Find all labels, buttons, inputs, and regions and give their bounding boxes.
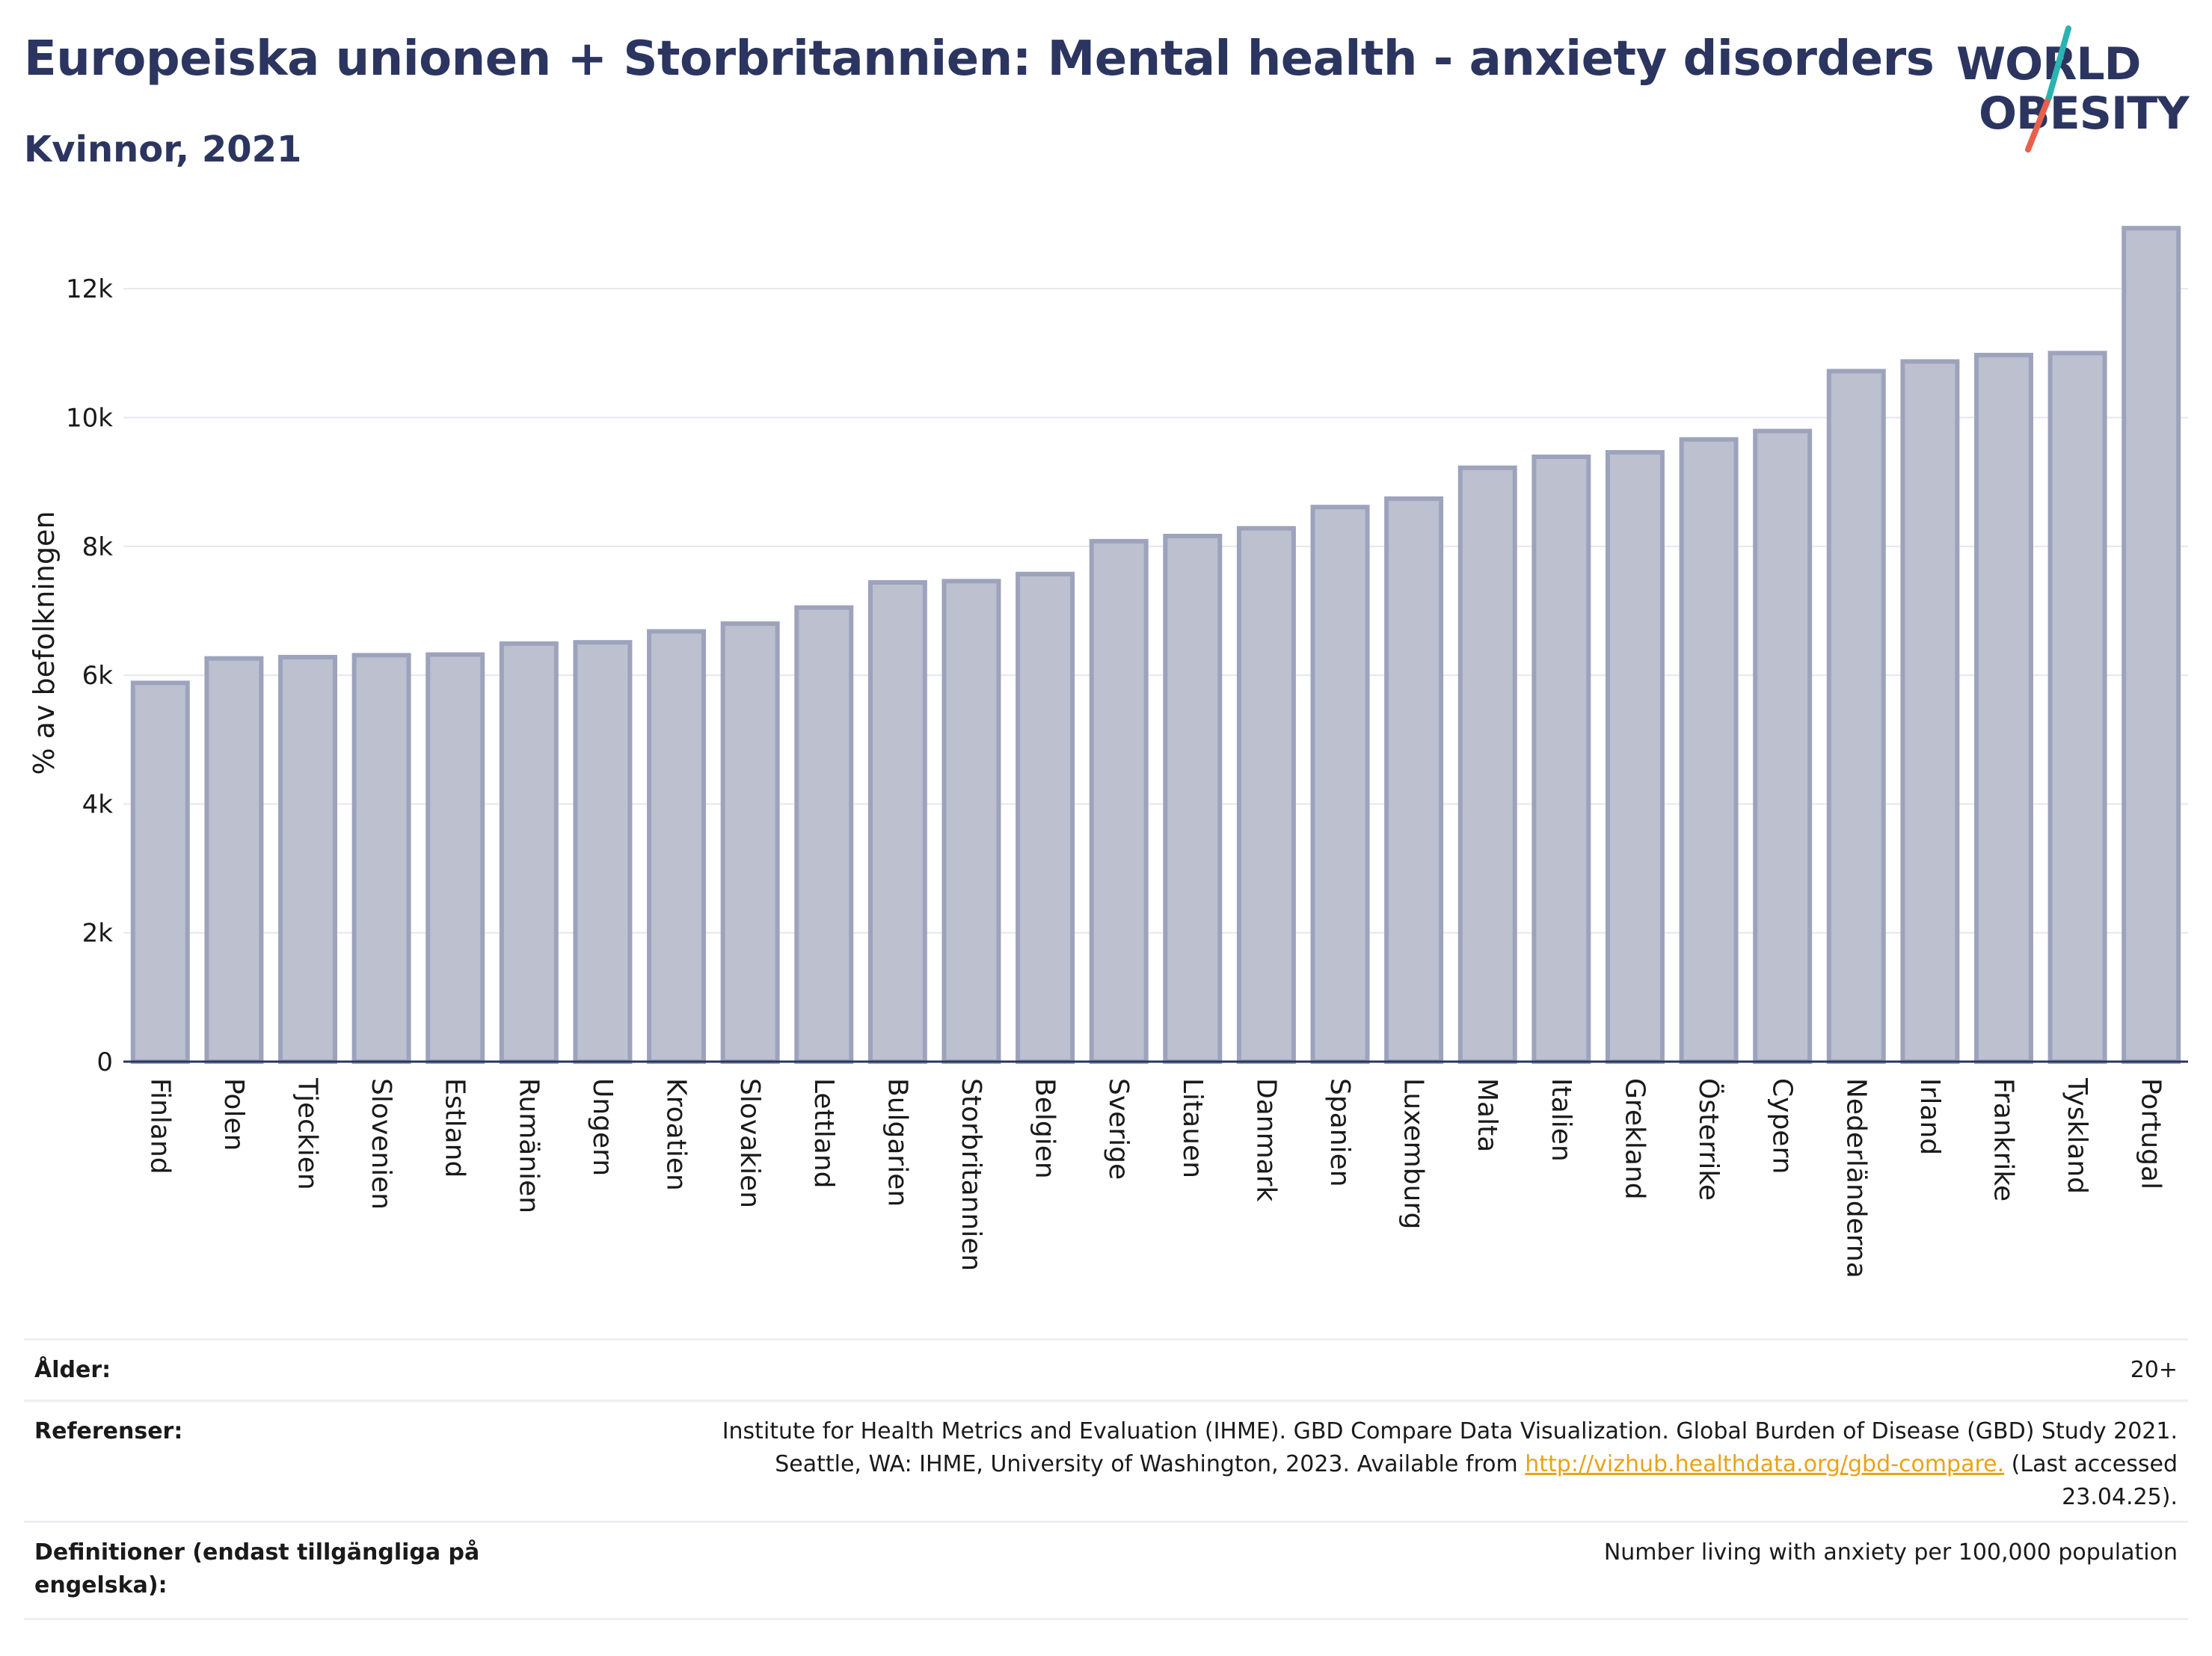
bar xyxy=(351,653,411,1064)
bar xyxy=(2122,226,2181,1065)
y-tick-label: 8k xyxy=(82,532,114,562)
y-tick-label: 2k xyxy=(82,919,114,949)
y-tick-label: 10k xyxy=(66,403,113,433)
x-tick-label: Storbritannien xyxy=(956,1078,986,1271)
x-tick-label: Rumänien xyxy=(513,1078,544,1213)
bar xyxy=(1310,505,1370,1064)
chart-title: Europeiska unionen + Storbritannien: Men… xyxy=(24,31,1935,87)
x-tick-label: Litauen xyxy=(1177,1078,1208,1178)
bar xyxy=(1753,428,1813,1064)
x-tick-label: Italien xyxy=(1546,1078,1576,1162)
references-link[interactable]: http://vizhub.healthdata.org/gbd-compare… xyxy=(1525,1451,2005,1477)
bar xyxy=(867,580,927,1064)
bar xyxy=(1826,369,1886,1064)
x-tick-label: Lettland xyxy=(808,1078,839,1189)
references-line-1: Institute for Health Metrics and Evaluat… xyxy=(722,1418,2178,1444)
age-label: Ålder: xyxy=(34,1357,111,1383)
logo-slash-icon xyxy=(2025,25,2071,153)
info-row-references: Referenser: Institute for Health Metrics… xyxy=(24,1400,2188,1521)
x-tick-label: Tyskland xyxy=(2062,1077,2092,1194)
bar xyxy=(204,656,264,1064)
x-tick-label: Frankrike xyxy=(1988,1078,2018,1201)
bar xyxy=(1089,538,1149,1064)
x-tick-label: Danmark xyxy=(1250,1078,1281,1202)
bar xyxy=(2047,351,2107,1065)
logo-word-world: WORLD xyxy=(1956,38,2141,90)
x-tick-label: Bulgarien xyxy=(882,1078,912,1207)
info-row-age: Ålder: 20+ xyxy=(24,1338,2188,1400)
y-tick-label: 12k xyxy=(66,274,113,304)
bar xyxy=(1605,449,1665,1064)
x-tick-label: Österrike xyxy=(1693,1078,1724,1201)
x-tick-label: Portugal xyxy=(2136,1078,2166,1189)
bar xyxy=(130,680,190,1065)
x-tick-label: Polen xyxy=(218,1078,249,1151)
bar xyxy=(425,652,485,1064)
definitions-value: Number living with anxiety per 100,000 p… xyxy=(1603,1539,2178,1566)
references-label: Referenser: xyxy=(34,1418,183,1444)
x-tick-label: Finland xyxy=(144,1078,175,1175)
bar-chart: 0 2k 4k 6k 8k 10k 12k % av befolkningen Finland P… xyxy=(28,226,2188,1278)
y-axis-label: % av befolkningen xyxy=(28,511,61,775)
x-tick-label: Malta xyxy=(1472,1078,1502,1152)
x-tick-label: Kroatien xyxy=(661,1078,692,1191)
bar xyxy=(1900,359,1960,1064)
bar xyxy=(794,605,854,1064)
bar xyxy=(278,654,338,1064)
references-value: Institute for Health Metrics and Evaluat… xyxy=(722,1415,2178,1514)
y-tick-label: 6k xyxy=(82,661,114,691)
logo-word-obesity: OBESITY xyxy=(1979,87,2190,140)
x-tick-label: Cypern xyxy=(1767,1078,1798,1174)
definitions-label: Definitioner (endast tillgängliga på eng… xyxy=(34,1539,480,1598)
x-tick-label: Tjeckien xyxy=(292,1077,323,1190)
age-value: 20+ xyxy=(2130,1357,2178,1383)
bar xyxy=(1016,571,1075,1064)
x-tick-label: Spanien xyxy=(1324,1078,1355,1187)
bar xyxy=(1679,437,1739,1064)
references-line-2: Seattle, WA: IHME, University of Washing… xyxy=(722,1448,2178,1481)
bar xyxy=(647,629,707,1064)
bar xyxy=(1457,465,1517,1064)
info-row-definitions: Definitioner (endast tillgängliga på eng… xyxy=(24,1521,2188,1619)
bar xyxy=(1163,533,1223,1064)
bar xyxy=(499,641,559,1064)
world-obesity-logo: WORLD OBESITY xyxy=(1944,22,2199,157)
bar xyxy=(573,640,633,1064)
references-line-2-suffix: (Last accessed xyxy=(2011,1451,2178,1477)
bar xyxy=(1973,352,2033,1064)
x-tick-label: Nederländerna xyxy=(1840,1078,1871,1278)
x-tick-label: Estland xyxy=(440,1078,470,1178)
bar xyxy=(720,621,780,1064)
x-tick-label: Belgien xyxy=(1030,1078,1060,1179)
x-tick-label: Ungern xyxy=(587,1078,618,1176)
x-tick-label: Slovakien xyxy=(734,1078,765,1208)
x-tick-label: Irland xyxy=(1914,1078,1945,1155)
x-tick-label: Grekland xyxy=(1619,1078,1650,1200)
chart-subtitle: Kvinnor, 2021 xyxy=(24,129,302,170)
bar xyxy=(1531,455,1591,1064)
bar xyxy=(1236,526,1296,1064)
references-line-3: 23.04.25). xyxy=(2062,1484,2178,1510)
bar xyxy=(1384,496,1444,1064)
x-tick-label: Luxemburg xyxy=(1398,1078,1429,1229)
x-tick-label: Slovenien xyxy=(366,1078,396,1210)
bar xyxy=(941,579,1001,1064)
y-tick-label: 4k xyxy=(82,789,114,819)
info-bottom-rule xyxy=(24,1618,2188,1622)
x-tick-label: Sverige xyxy=(1103,1078,1134,1180)
references-line-2-text: Seattle, WA: IHME, University of Washing… xyxy=(775,1451,1518,1477)
y-tick-label: 0 xyxy=(96,1047,113,1077)
